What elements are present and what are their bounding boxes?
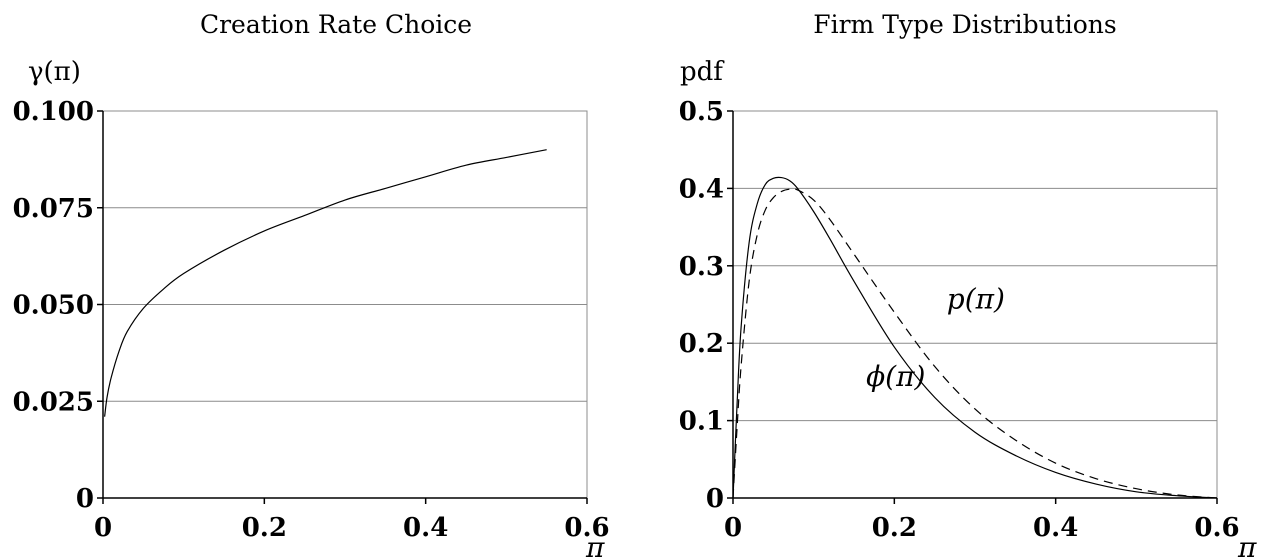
- series-annotation: p(π): [947, 282, 1005, 315]
- x-tick-label: 0.4: [1033, 513, 1078, 543]
- grid-lines: [733, 187, 1217, 422]
- y-tick-label: 0.100: [13, 97, 94, 127]
- y-tick-label: 0.050: [13, 291, 94, 321]
- series-line-phi: [732, 176, 1218, 499]
- series-annotation: ϕ(π): [866, 360, 925, 393]
- chart-title: Firm Type Distributions: [813, 10, 1116, 39]
- x-tick-label: 0.6: [1194, 513, 1239, 543]
- y-tick-label: 0.5: [679, 97, 724, 127]
- x-tick-label: 0.2: [242, 513, 287, 543]
- y-tick-label: 0.075: [13, 194, 94, 224]
- x-axis-label: π: [1237, 531, 1257, 559]
- x-tick-label: 0: [724, 513, 742, 543]
- y-axis-label: γ(π): [28, 57, 81, 87]
- series-line: [104, 149, 547, 417]
- tick-labels: 0 0.1 0.2 0.3 0.4 0.5 0 0.2 0.4 0.6: [679, 97, 1240, 543]
- y-tick-label: 0.025: [13, 387, 94, 417]
- y-tick-label: 0.1: [679, 407, 724, 437]
- creation-rate-chart: Creation Rate Choice γ(π) π 00.0250.0500…: [13, 10, 610, 559]
- annotations: p(π) ϕ(π): [866, 282, 1005, 392]
- y-tick-label: 0.3: [679, 252, 724, 282]
- tick-labels: 0 0.025 0.050 0.075 0.100 0 0.2 0.4 0.6: [13, 97, 610, 543]
- x-tick-label: 0: [94, 513, 112, 543]
- y-tick-label: 0.2: [679, 329, 724, 359]
- series-layer: [732, 176, 1218, 499]
- axes: [97, 110, 588, 504]
- x-tick-label: 0.6: [564, 513, 609, 543]
- y-tick-label: 0: [706, 484, 724, 514]
- series-line-p: [732, 188, 1218, 499]
- axes: [727, 110, 1218, 504]
- firm-type-distributions-chart: Firm Type Distributions pdf π 0 0.1 0.2 0.3…: [679, 10, 1257, 559]
- series-layer: [104, 149, 547, 417]
- y-tick-label: 0: [76, 484, 94, 514]
- x-tick-label: 0.2: [872, 513, 917, 543]
- chart-title: Creation Rate Choice: [200, 10, 472, 39]
- x-axis-label: π: [585, 531, 605, 559]
- x-tick-label: 0.4: [403, 513, 448, 543]
- y-tick-label: 0.4: [679, 174, 724, 204]
- grid-lines: [103, 207, 587, 402]
- y-axis-label: pdf: [680, 57, 725, 87]
